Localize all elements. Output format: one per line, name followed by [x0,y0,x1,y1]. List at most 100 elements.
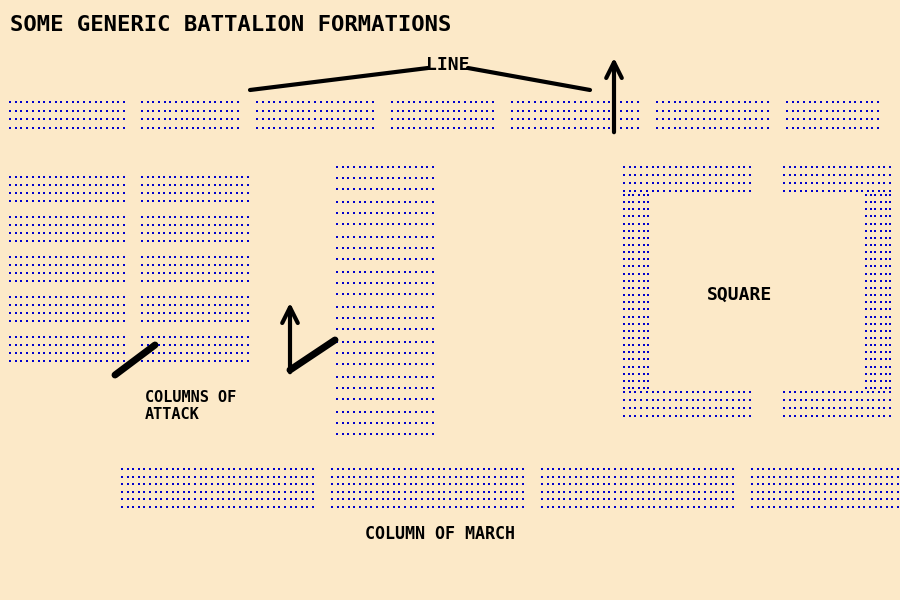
Point [364,472,379,481]
Point [42,123,57,133]
Point [493,487,508,497]
Point [182,472,196,481]
Point [859,205,873,214]
Point [664,479,679,489]
Point [488,464,502,474]
Point [816,186,831,196]
Point [546,472,561,481]
Point [37,106,51,115]
Point [256,464,270,474]
Point [505,106,519,115]
Point [878,340,893,350]
Point [868,487,883,497]
Point [692,479,706,489]
Point [392,267,406,277]
Point [636,319,651,328]
Point [860,123,874,133]
Point [163,123,177,133]
Point [341,243,356,253]
Point [329,302,344,312]
Point [841,487,855,497]
Point [320,123,334,133]
Point [680,387,694,397]
Point [331,97,346,107]
Point [337,106,351,115]
Point [279,123,293,133]
Point [874,219,888,229]
Point [674,186,688,196]
Point [185,268,200,278]
Point [392,184,406,194]
Point [37,260,51,270]
Point [88,340,103,350]
Point [385,106,400,115]
Point [83,268,97,278]
Point [832,178,847,188]
Point [647,502,662,512]
Point [415,429,429,439]
Point [471,487,485,497]
Point [714,115,728,124]
Point [386,429,400,439]
Point [850,178,864,188]
Point [697,162,711,172]
Point [527,115,542,124]
Point [158,196,172,206]
Point [708,403,723,413]
Point [650,106,664,115]
Point [642,494,656,504]
Point [302,97,317,107]
Point [174,220,188,230]
Point [135,348,149,358]
Point [369,219,383,229]
Point [355,106,369,115]
Point [883,376,897,386]
Point [100,260,114,270]
Point [476,479,491,489]
Point [336,407,350,417]
Point [616,254,631,264]
Point [151,172,166,182]
Point [866,162,880,172]
Point [863,233,878,242]
Point [863,472,878,481]
Point [476,502,491,512]
Point [725,106,740,115]
Point [789,487,804,497]
Point [100,292,114,302]
Point [681,464,696,474]
Point [358,302,373,312]
Point [179,228,194,238]
Point [296,115,310,124]
Point [207,268,221,278]
Point [346,429,361,439]
Point [49,276,63,286]
Point [346,197,361,207]
Point [168,332,183,342]
Point [392,479,407,489]
Point [235,236,249,246]
Point [59,308,74,318]
Point [392,407,406,417]
Point [628,170,643,180]
Point [54,123,68,133]
Point [843,395,858,405]
Point [616,326,631,335]
Point [493,472,508,481]
Point [214,97,229,107]
Point [308,123,322,133]
Point [883,283,897,293]
Point [219,276,233,286]
Point [301,464,315,474]
Point [396,123,410,133]
Point [838,178,852,188]
Point [415,243,429,253]
Point [773,479,788,489]
Point [76,260,91,270]
Point [621,283,635,293]
Point [702,106,716,115]
Point [685,106,699,115]
Point [42,196,57,206]
Point [773,502,788,512]
Point [375,383,390,393]
